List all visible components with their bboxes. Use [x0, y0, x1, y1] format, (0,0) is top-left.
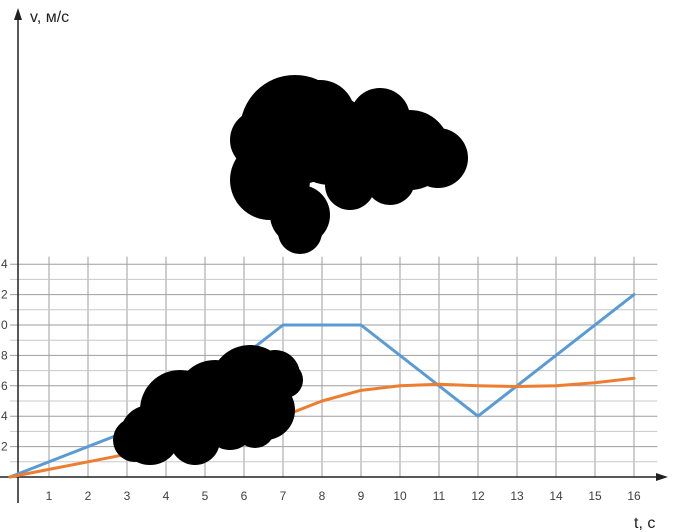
x-tick-label: 6 [241, 489, 248, 503]
grid [10, 256, 658, 477]
redaction-blob-1 [230, 110, 290, 170]
x-axis-title: t, с [634, 515, 655, 532]
redaction-blob-2 [267, 362, 303, 398]
series-line-2 [8, 376, 636, 479]
x-tick-label: 13 [510, 489, 524, 503]
redaction-blob-1 [350, 88, 410, 148]
x-tick-label: 5 [202, 489, 209, 503]
y-tick-label: 4 [1, 257, 8, 271]
x-tick-label: 4 [163, 489, 170, 503]
redaction-blob-2 [113, 418, 157, 462]
y-axis-arrow [14, 8, 22, 20]
x-tick-label: 15 [588, 489, 602, 503]
x-tick-label: 2 [85, 489, 92, 503]
x-axis-arrow [656, 473, 668, 481]
x-tick-label: 14 [549, 489, 563, 503]
y-tick-labels: 2 4 6 8 0 2 4 [1, 257, 8, 453]
x-tick-labels: 1 2 3 4 5 6 7 8 9 10 11 12 13 14 15 16 [46, 489, 641, 503]
redaction-blob-2 [170, 415, 220, 465]
y-tick-label: 4 [1, 409, 8, 423]
redaction-blob-1 [365, 155, 415, 205]
y-tick-label: 0 [1, 318, 8, 332]
redaction-blob-1 [325, 160, 375, 210]
x-tick-label: 12 [471, 489, 485, 503]
y-tick-label: 6 [1, 379, 8, 393]
redaction-blob-1 [408, 128, 468, 188]
redaction-blob-2 [235, 408, 275, 448]
x-tick-label: 16 [627, 489, 641, 503]
x-tick-label: 3 [124, 489, 131, 503]
y-tick-label: 2 [1, 440, 8, 454]
x-tick-label: 10 [393, 489, 407, 503]
redaction-blob-1 [278, 210, 322, 254]
y-axis-title: v, м/с [30, 9, 69, 26]
x-tick-label: 8 [319, 489, 326, 503]
y-tick-label: 2 [1, 288, 8, 302]
y-tick-label: 8 [1, 348, 8, 362]
x-tick-label: 7 [280, 489, 287, 503]
axes [0, 8, 668, 503]
redaction-blobs [113, 75, 468, 465]
x-tick-label: 9 [358, 489, 365, 503]
redaction-blob-1 [285, 80, 355, 150]
x-tick-label: 1 [46, 489, 53, 503]
x-tick-label: 11 [433, 489, 446, 503]
